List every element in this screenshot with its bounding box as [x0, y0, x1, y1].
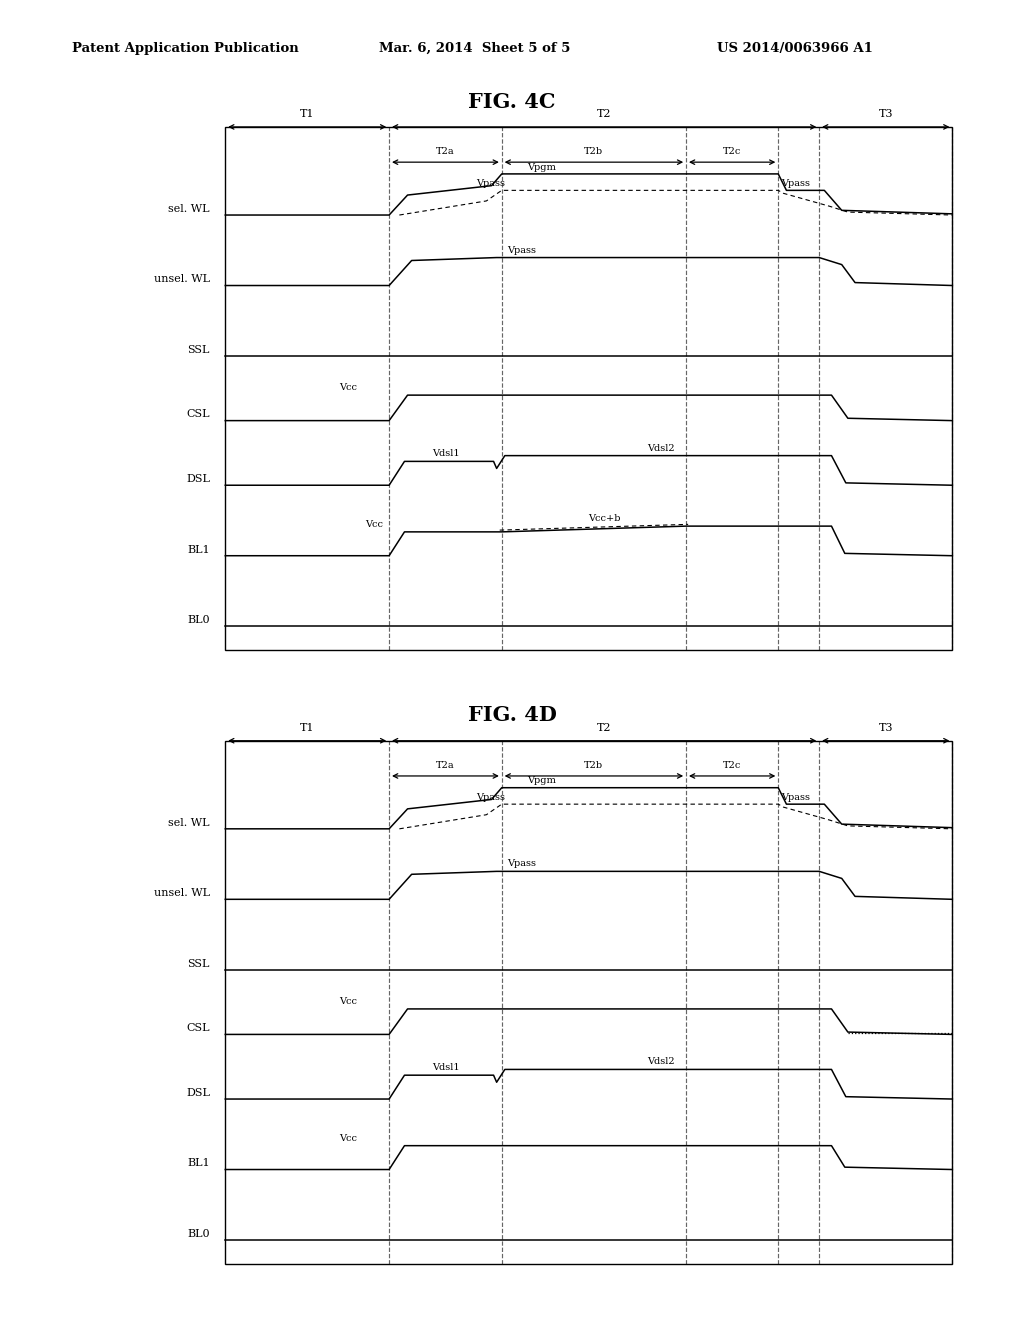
- Text: Vpgm: Vpgm: [527, 162, 556, 172]
- Text: BL0: BL0: [187, 615, 210, 626]
- Text: Vpass: Vpass: [781, 793, 810, 801]
- Text: T2a: T2a: [436, 147, 455, 156]
- Text: FIG. 4C: FIG. 4C: [468, 91, 556, 112]
- Text: Vcc: Vcc: [339, 997, 357, 1006]
- Text: sel. WL: sel. WL: [168, 817, 210, 828]
- Text: T2c: T2c: [723, 147, 741, 156]
- Text: T2b: T2b: [585, 760, 603, 770]
- Text: T1: T1: [300, 110, 314, 119]
- Text: BL1: BL1: [187, 545, 210, 554]
- Text: unsel. WL: unsel. WL: [154, 275, 210, 284]
- Text: Vcc: Vcc: [365, 520, 383, 529]
- Text: DSL: DSL: [186, 474, 210, 484]
- Text: Vpgm: Vpgm: [527, 776, 556, 785]
- Text: Vdsl1: Vdsl1: [432, 1063, 459, 1072]
- Text: Vdsl2: Vdsl2: [647, 1057, 674, 1067]
- Text: T2: T2: [597, 110, 611, 119]
- Text: T3: T3: [879, 723, 893, 733]
- Text: FIG. 4D: FIG. 4D: [468, 705, 556, 726]
- Bar: [225, 741, 952, 1263]
- Text: Vcc: Vcc: [339, 383, 357, 392]
- Text: DSL: DSL: [186, 1088, 210, 1098]
- Text: Mar. 6, 2014  Sheet 5 of 5: Mar. 6, 2014 Sheet 5 of 5: [379, 42, 570, 55]
- Text: SSL: SSL: [187, 958, 210, 969]
- Text: CSL: CSL: [186, 1023, 210, 1034]
- Text: Vcc: Vcc: [339, 1134, 357, 1143]
- Text: Vdsl2: Vdsl2: [647, 444, 674, 453]
- Text: Vpass: Vpass: [507, 859, 536, 869]
- Text: Vpass: Vpass: [507, 246, 536, 255]
- Text: Patent Application Publication: Patent Application Publication: [72, 42, 298, 55]
- Text: Vpass: Vpass: [781, 180, 810, 187]
- Bar: [225, 127, 952, 649]
- Text: SSL: SSL: [187, 345, 210, 355]
- Text: Vcc+b: Vcc+b: [588, 515, 621, 523]
- Text: T3: T3: [879, 110, 893, 119]
- Text: BL0: BL0: [187, 1229, 210, 1239]
- Text: T1: T1: [300, 723, 314, 733]
- Text: T2b: T2b: [585, 147, 603, 156]
- Text: Vpass: Vpass: [476, 793, 505, 801]
- Text: T2a: T2a: [436, 760, 455, 770]
- Text: unsel. WL: unsel. WL: [154, 888, 210, 898]
- Text: sel. WL: sel. WL: [168, 203, 210, 214]
- Text: T2c: T2c: [723, 760, 741, 770]
- Text: CSL: CSL: [186, 409, 210, 420]
- Text: BL1: BL1: [187, 1159, 210, 1168]
- Text: US 2014/0063966 A1: US 2014/0063966 A1: [717, 42, 872, 55]
- Text: Vpass: Vpass: [476, 180, 505, 187]
- Text: Vdsl1: Vdsl1: [432, 449, 459, 458]
- Text: T2: T2: [597, 723, 611, 733]
